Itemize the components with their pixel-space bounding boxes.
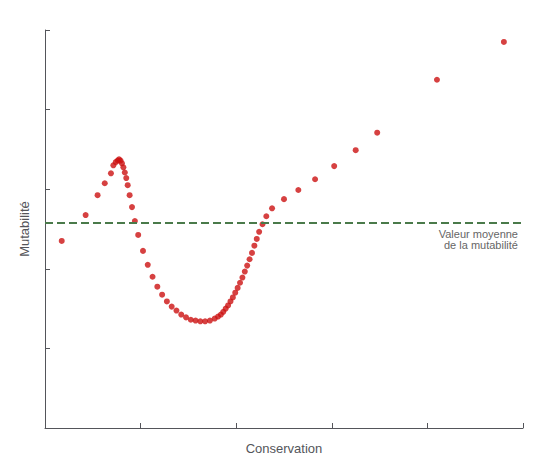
svg-text:Mutabilité: Mutabilité (17, 201, 32, 257)
svg-text:Conservation: Conservation (246, 441, 323, 456)
svg-text:Valeur moyenne: Valeur moyenne (438, 227, 518, 240)
svg-text:de la mutabilité: de la mutabilité (444, 239, 518, 251)
